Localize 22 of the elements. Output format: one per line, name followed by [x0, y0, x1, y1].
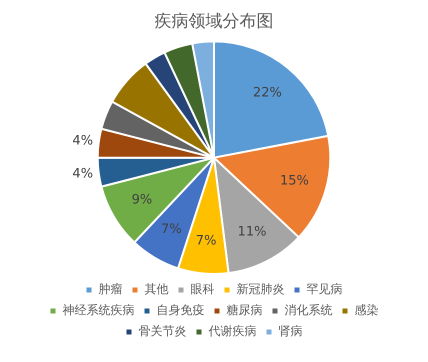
legend-label: 消化系统	[284, 303, 332, 318]
legend-label: 肿瘤	[98, 282, 122, 296]
legend-label: 糖尿病	[226, 303, 262, 318]
chart-title: 疾病领域分布图	[154, 12, 274, 32]
data-label: 22%	[252, 86, 282, 101]
data-label: 9%	[132, 192, 152, 208]
legend-label: 神经系统疾病	[62, 303, 134, 318]
legend-label: 其他	[144, 282, 168, 296]
data-label: 4%	[72, 133, 94, 148]
legend-label: 感染	[354, 303, 378, 318]
legend-label: 肾病	[278, 324, 302, 338]
data-label: 15%	[280, 173, 309, 188]
legend-label: 骨关节炎	[138, 324, 186, 338]
legend-label: 代谢疾病	[208, 324, 256, 338]
data-label: 7%	[161, 222, 182, 238]
legend-label: 罕见病	[306, 282, 342, 296]
legend-label: 自身免疫	[156, 303, 204, 318]
data-label: 4%	[72, 166, 94, 182]
legend-label: 新冠肺炎	[236, 282, 284, 296]
data-label: 11%	[238, 224, 266, 240]
legend-label: 眼科	[190, 282, 214, 296]
data-label: 7%	[196, 233, 216, 248]
